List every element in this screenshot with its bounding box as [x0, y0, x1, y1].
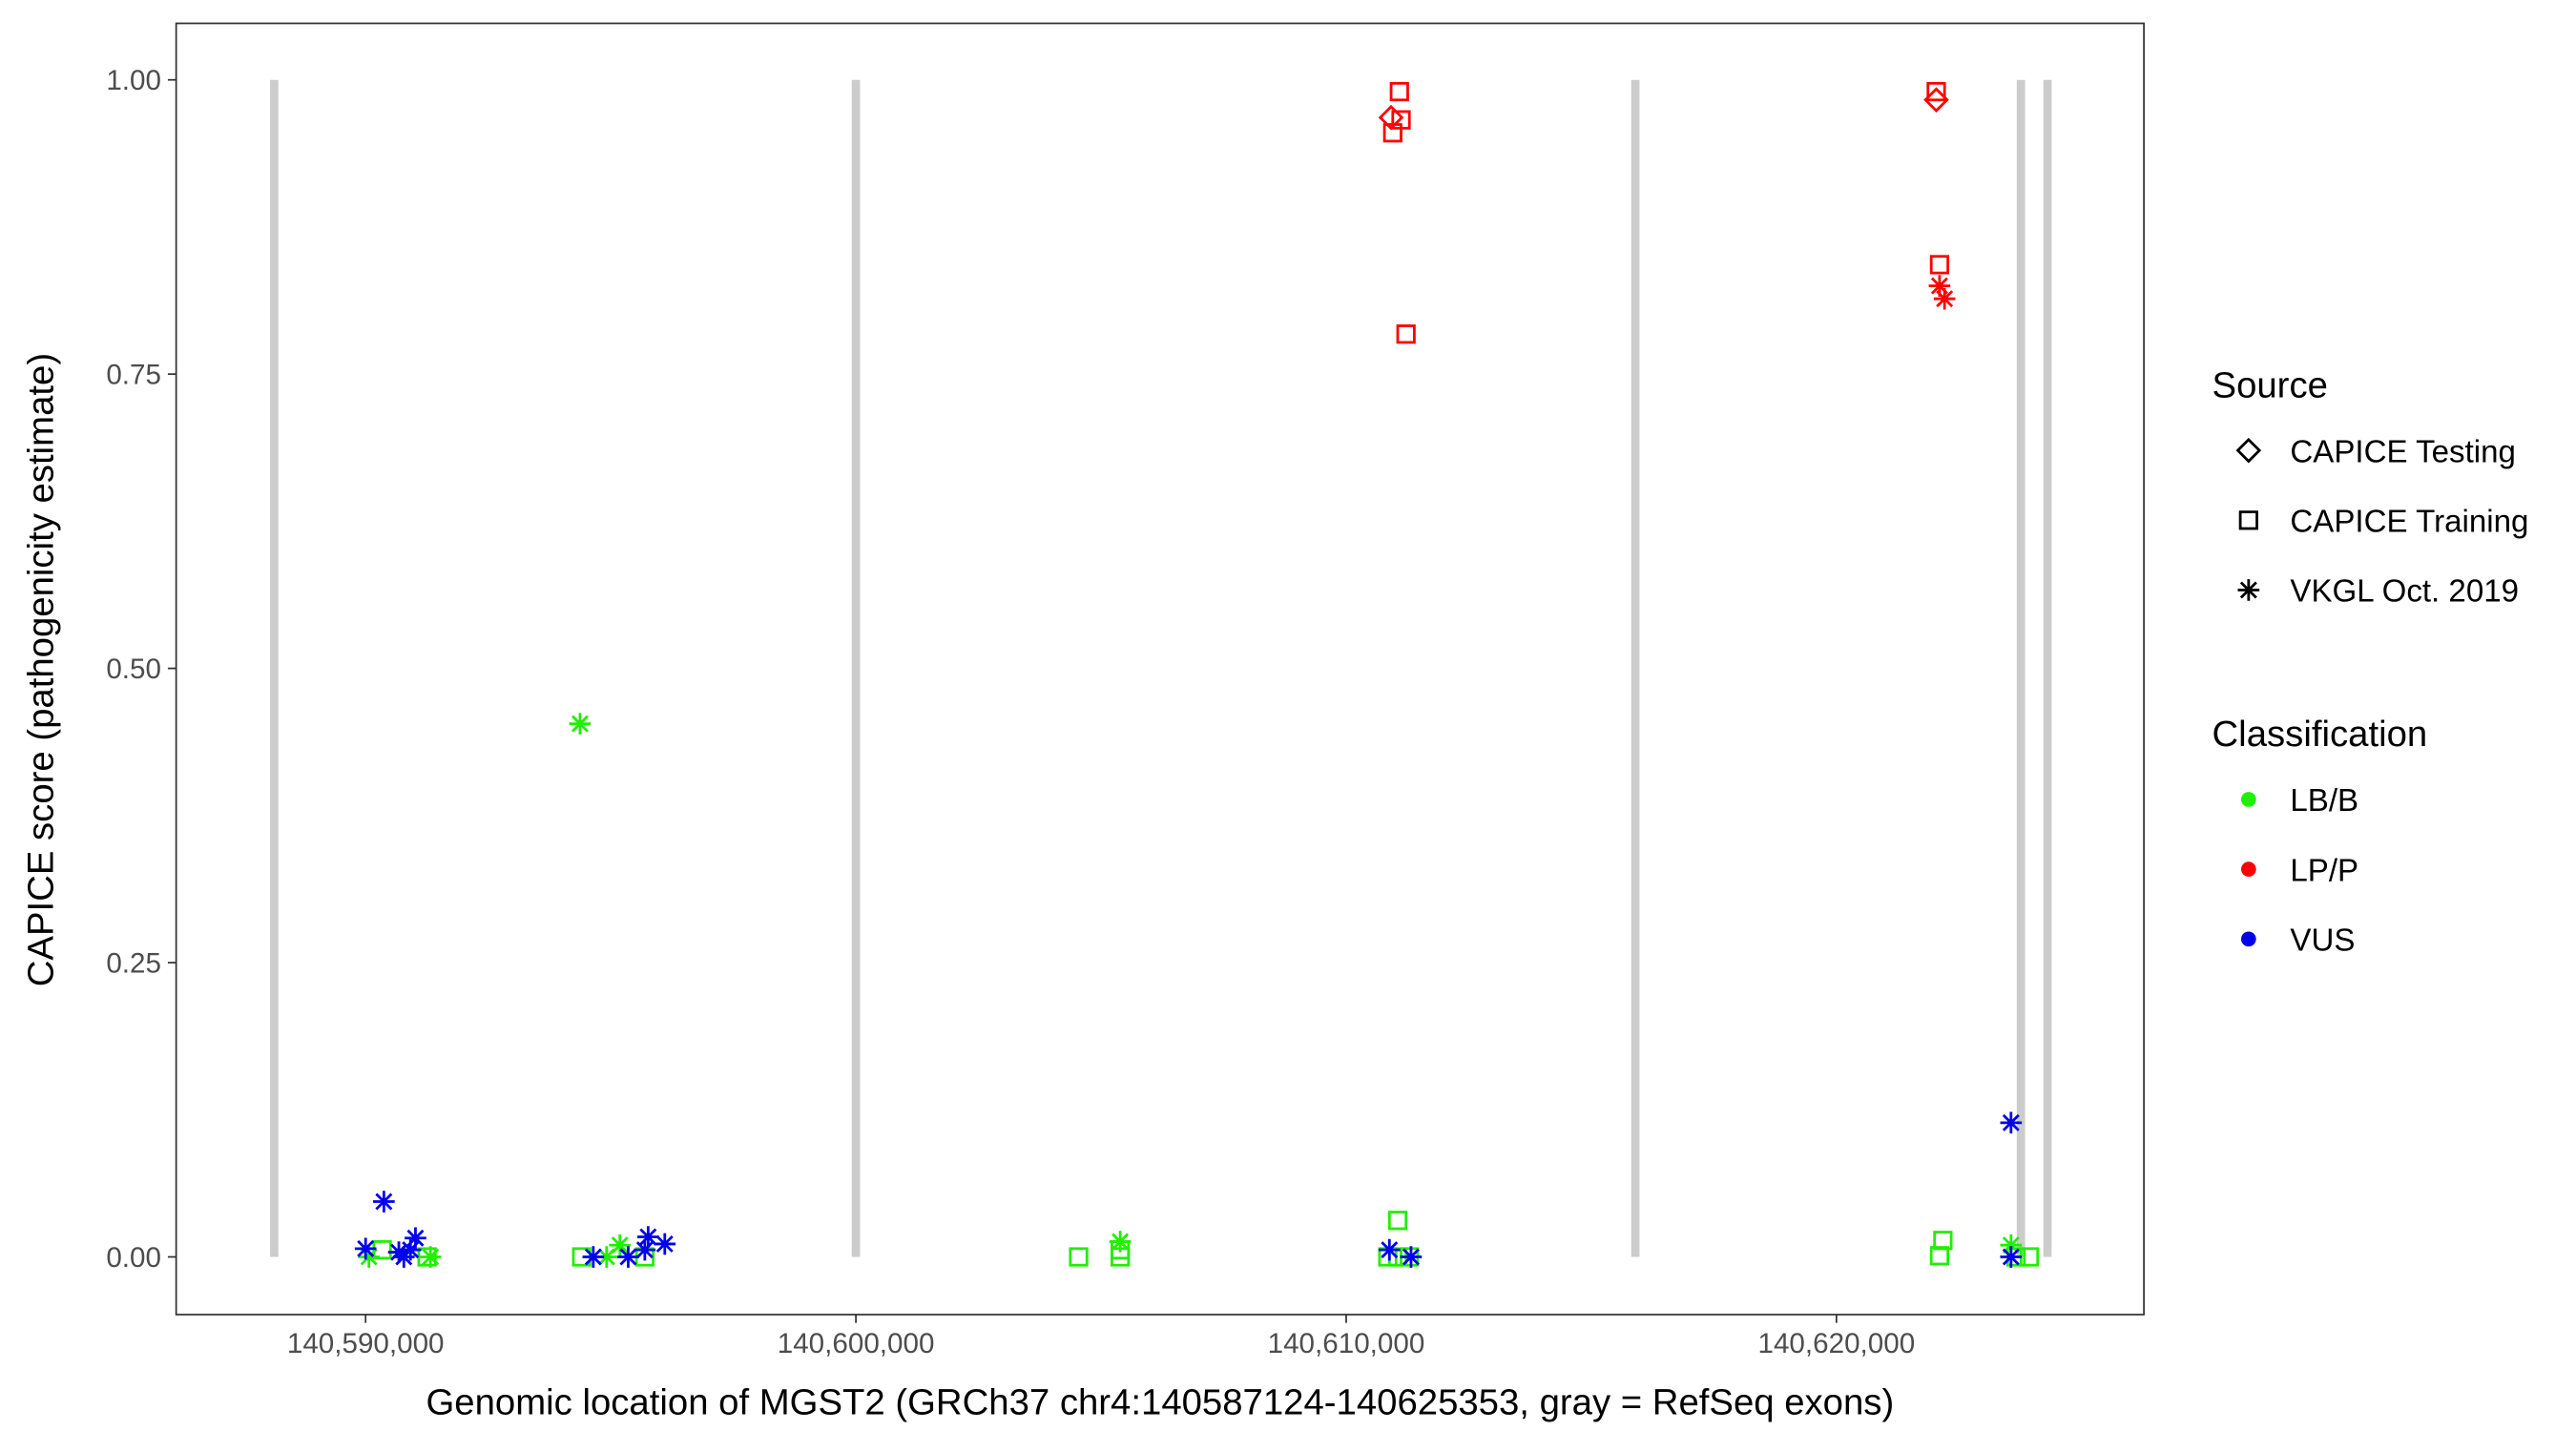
legend-source-title: Source [2212, 364, 2328, 405]
legend-item-label: CAPICE Testing [2290, 434, 2516, 469]
data-point-square [1929, 1246, 1950, 1266]
x-tick-label: 140,610,000 [1268, 1328, 1425, 1359]
legend-diamond-icon [2235, 437, 2262, 464]
data-point-star [617, 1246, 639, 1268]
x-axis-label: Genomic location of MGST2 (GRCh37 chr4:1… [426, 1381, 1895, 1422]
data-point-square [1069, 1247, 1089, 1267]
data-point-star [2000, 1246, 2023, 1268]
legend-star-icon [2237, 579, 2260, 601]
legend-classification: Classification LB/B LP/P VUS [2212, 714, 2428, 958]
data-point-square [417, 1247, 437, 1267]
legend-item-label: LP/P [2290, 853, 2358, 888]
legend-item: LP/P [2241, 853, 2358, 888]
y-tick-label: 0.00 [106, 1242, 161, 1274]
y-axis-label: CAPICE score (pathogenicity estimate) [21, 353, 62, 986]
data-points [354, 81, 2040, 1268]
legend-item: CAPICE Training [2238, 505, 2528, 540]
x-tick-label: 140,590,000 [287, 1328, 445, 1359]
data-point-star [2000, 1111, 2023, 1134]
exon-lines [270, 79, 2052, 1257]
legend-item: LB/B [2241, 783, 2358, 819]
x-tick-label: 140,600,000 [778, 1328, 935, 1359]
data-point-star [1928, 275, 1951, 297]
data-point-square [1111, 1240, 1131, 1260]
data-point-star [399, 1238, 422, 1261]
data-point-square [1387, 1211, 1408, 1231]
data-point-star [1400, 1246, 1423, 1268]
data-point-star [595, 1246, 618, 1268]
legend-classification-title: Classification [2212, 714, 2428, 755]
legend-dot-icon [2241, 931, 2256, 947]
y-tick-label: 1.00 [106, 65, 161, 96]
data-point-square [1382, 123, 1402, 143]
legend-dot-icon [2241, 792, 2256, 807]
legend-item-label: VKGL Oct. 2019 [2290, 574, 2519, 610]
data-point-star [1933, 287, 1956, 310]
x-axis: 140,590,000 140,600,000 140,610,000 140,620… [287, 1314, 1916, 1359]
y-tick-label: 0.75 [106, 360, 161, 391]
legend-item: VKGL Oct. 2019 [2237, 574, 2519, 610]
legend-dot-icon [2241, 861, 2256, 877]
data-point-diamond [1923, 87, 1949, 113]
data-point-diamond [1378, 104, 1404, 131]
data-point-square [1396, 324, 1416, 344]
data-point-star [609, 1234, 632, 1256]
data-point-square [1389, 81, 1409, 102]
data-point-star [1378, 1238, 1401, 1261]
y-tick-label: 0.25 [106, 948, 161, 980]
y-tick-label: 0.50 [106, 653, 161, 685]
legend-item-label: CAPICE Training [2290, 505, 2528, 540]
legend-item: CAPICE Testing [2235, 434, 2516, 469]
data-point-star [654, 1233, 676, 1255]
data-point-star [405, 1227, 426, 1250]
data-point-star [637, 1226, 659, 1248]
legend-square-icon [2238, 510, 2258, 530]
legend-item-label: LB/B [2290, 783, 2358, 819]
data-point-square [1926, 81, 1946, 102]
data-point-square [1929, 255, 1950, 275]
data-point-star [419, 1246, 442, 1268]
data-point-star [373, 1191, 395, 1213]
data-point-star [358, 1246, 381, 1268]
data-point-star [582, 1246, 605, 1268]
data-point-star [569, 713, 592, 735]
data-point-star [2000, 1234, 2023, 1256]
data-point-star [354, 1237, 377, 1260]
legend-item-label: VUS [2290, 923, 2355, 958]
legend-item: VUS [2241, 923, 2355, 958]
y-axis: 0.00 0.25 0.50 0.75 1.00 [106, 65, 177, 1274]
legend-source: Source CAPICE Testing CAPICE Training VKGL… [2212, 364, 2529, 609]
x-tick-label: 140,620,000 [1758, 1328, 1916, 1359]
data-point-star [634, 1238, 656, 1261]
data-point-star [387, 1241, 410, 1263]
